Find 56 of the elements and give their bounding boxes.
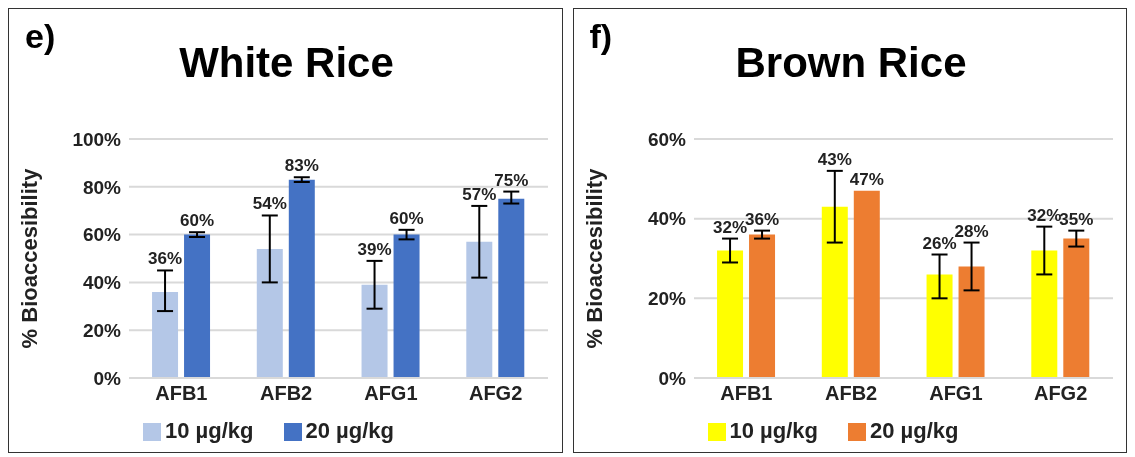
x-tick-label: AFG2 [1033, 382, 1087, 405]
y-tick-label: 40% [647, 208, 686, 230]
legend-label: 20 µg/kg [870, 418, 959, 443]
legend-label: 10 µg/kg [729, 418, 818, 443]
bar [184, 234, 211, 378]
bar [821, 206, 848, 378]
x-tick-label: AFB2 [260, 382, 313, 405]
bar [466, 241, 493, 378]
y-tick-label: 100% [72, 128, 122, 150]
x-tick-label: AFB1 [719, 382, 772, 405]
bar [716, 250, 743, 378]
chart-title: White Rice [179, 39, 394, 86]
legend-label: 20 µg/kg [305, 418, 394, 443]
bar [1030, 250, 1057, 378]
data-label: 57% [462, 184, 497, 204]
y-tick-label: 20% [82, 319, 122, 341]
data-label: 43% [817, 149, 852, 169]
bar [926, 274, 953, 378]
bar [288, 179, 315, 378]
bar [256, 248, 283, 378]
data-label: 32% [1026, 205, 1061, 225]
x-tick-label: AFG1 [364, 382, 418, 405]
y-tick-label: 60% [647, 128, 686, 150]
bar [498, 198, 525, 378]
y-tick-label: 80% [82, 176, 122, 198]
data-label: 28% [954, 221, 989, 241]
bar [853, 190, 880, 378]
data-label: 36% [148, 249, 183, 269]
y-tick-label: 0% [658, 367, 686, 389]
bar [361, 284, 388, 378]
bar [152, 291, 179, 378]
y-tick-label: 20% [647, 288, 686, 310]
y-tick-label: 60% [82, 224, 122, 246]
data-label: 60% [389, 208, 424, 228]
bar [748, 234, 775, 378]
data-label: 47% [849, 169, 884, 189]
data-label: 75% [494, 170, 529, 190]
x-tick-label: AFB1 [155, 382, 208, 405]
data-label: 54% [252, 194, 287, 214]
bar [958, 266, 985, 378]
bar [393, 234, 420, 378]
text: e) [25, 17, 56, 56]
data-label: 39% [357, 239, 392, 259]
x-tick-label: AFB2 [824, 382, 877, 405]
x-tick-label: AFG1 [928, 382, 983, 405]
y-tick-label: 40% [82, 272, 122, 294]
x-tick-label: AFG2 [468, 382, 523, 405]
data-label: 83% [284, 156, 319, 176]
y-tick-label: 0% [93, 367, 122, 389]
data-label: 60% [180, 211, 215, 231]
y-axis-title: % Bioaccesibility [581, 167, 607, 349]
legend-label: 10 µg/kg [165, 418, 254, 443]
chart-title: Brown Rice [735, 39, 967, 86]
bar [1062, 238, 1089, 378]
y-axis-title: % Bioaccesibility [16, 167, 42, 349]
text: f) [589, 17, 613, 56]
